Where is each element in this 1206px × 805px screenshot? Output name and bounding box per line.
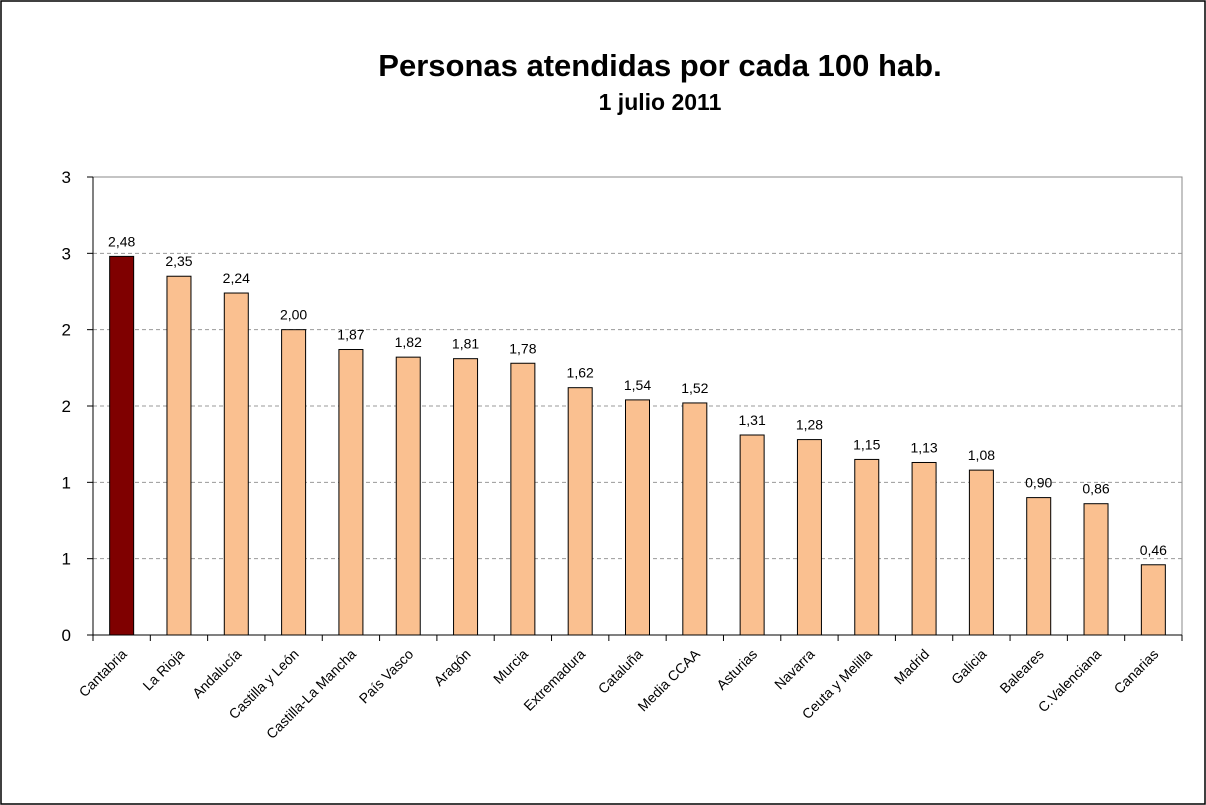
bar (968, 469, 994, 636)
bar (1026, 497, 1052, 636)
data-label: 1,08 (968, 447, 995, 463)
data-label: 2,35 (165, 253, 192, 269)
data-label: 2,48 (108, 233, 135, 249)
data-label: 0,90 (1025, 475, 1052, 491)
bar (223, 292, 249, 636)
data-label: 1,87 (337, 327, 364, 343)
bar (739, 434, 765, 636)
bar (1140, 564, 1166, 636)
y-tick-label: 0 (62, 626, 71, 645)
bar (682, 402, 708, 636)
chart-subtitle: 1 julio 2011 (599, 89, 722, 115)
y-tick-label: 3 (62, 244, 71, 263)
y-tick-label: 3 (62, 168, 71, 187)
bar (854, 458, 880, 636)
chart-title: Personas atendidas por cada 100 hab. (378, 48, 941, 83)
data-label: 1,15 (853, 436, 880, 452)
bar (453, 358, 479, 636)
data-label: 1,28 (796, 417, 823, 433)
data-label: 1,81 (452, 336, 479, 352)
bar (338, 349, 364, 636)
data-label: 0,46 (1140, 542, 1167, 558)
bar (166, 275, 192, 636)
y-tick-label: 2 (62, 397, 71, 416)
y-tick-label: 1 (62, 550, 71, 569)
bar (510, 362, 536, 636)
bar (395, 356, 421, 636)
data-label: 2,00 (280, 307, 307, 323)
data-label: 1,13 (910, 439, 937, 455)
data-label: 1,52 (681, 380, 708, 396)
data-label: 1,54 (624, 377, 651, 393)
data-label: 1,62 (567, 365, 594, 381)
bar (281, 329, 307, 636)
bar (911, 461, 937, 636)
data-label: 2,24 (223, 270, 250, 286)
bar (1083, 503, 1109, 636)
bar (567, 387, 593, 636)
bar (625, 399, 650, 636)
data-label: 1,82 (395, 334, 422, 350)
data-label: 1,78 (509, 340, 536, 356)
data-label: 1,31 (739, 412, 766, 428)
y-tick-label: 1 (62, 473, 71, 492)
y-tick-label: 2 (62, 321, 71, 340)
bar (796, 439, 822, 636)
data-label: 0,86 (1082, 481, 1109, 497)
bar (109, 255, 135, 636)
